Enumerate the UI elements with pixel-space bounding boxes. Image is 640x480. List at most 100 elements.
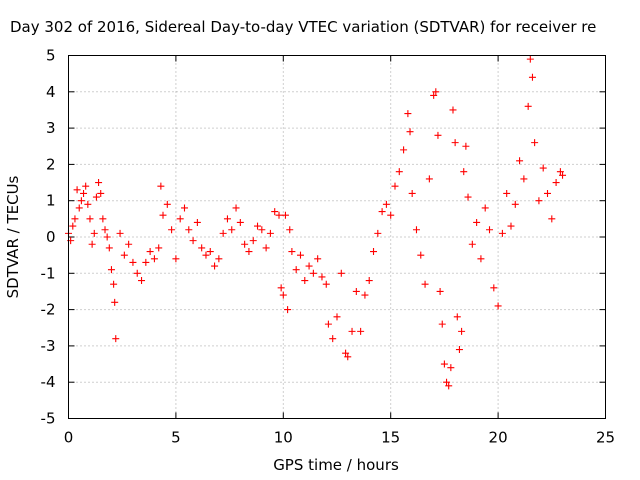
y-tick-label: 1 xyxy=(46,192,56,210)
data-point xyxy=(129,258,137,266)
data-point xyxy=(548,215,556,223)
data-point xyxy=(232,204,240,212)
data-point xyxy=(296,251,304,259)
data-point xyxy=(90,229,98,237)
data-point xyxy=(236,218,244,226)
y-tick-label: 2 xyxy=(46,155,56,173)
data-point xyxy=(449,106,457,114)
data-point xyxy=(382,200,390,208)
data-point xyxy=(430,91,438,99)
grid-lines xyxy=(68,55,606,419)
x-tick-label: 10 xyxy=(274,429,293,447)
data-point xyxy=(498,229,506,237)
data-point xyxy=(159,211,167,219)
data-point xyxy=(447,364,455,372)
data-point xyxy=(101,226,109,234)
data-point xyxy=(69,222,77,230)
data-point xyxy=(337,269,345,277)
data-point xyxy=(107,266,115,274)
data-point xyxy=(241,240,249,248)
data-point xyxy=(262,244,270,252)
data-point xyxy=(172,255,180,263)
data-point xyxy=(535,197,543,205)
data-point xyxy=(314,255,322,263)
data-point xyxy=(473,218,481,226)
data-point xyxy=(71,215,79,223)
data-point xyxy=(215,255,223,263)
x-tick-label: 5 xyxy=(171,429,181,447)
data-point xyxy=(559,171,567,179)
data-point xyxy=(97,189,105,197)
data-point xyxy=(503,189,511,197)
data-point xyxy=(552,179,560,187)
y-tick-labels: 5 4 3 2 1 0 -1 -2 -3 -4 -5 xyxy=(41,47,56,428)
data-point xyxy=(228,226,236,234)
data-point xyxy=(490,284,498,292)
data-point xyxy=(318,273,326,281)
data-point xyxy=(110,280,118,288)
data-point xyxy=(275,211,283,219)
data-point xyxy=(86,215,94,223)
data-point xyxy=(223,215,231,223)
data-point xyxy=(322,280,330,288)
data-point xyxy=(219,229,227,237)
data-point xyxy=(458,327,466,335)
data-point xyxy=(451,139,459,147)
data-point xyxy=(342,349,350,357)
data-point xyxy=(111,298,119,306)
data-point xyxy=(112,335,120,343)
data-point xyxy=(511,200,519,208)
data-point xyxy=(249,237,257,245)
data-point xyxy=(193,218,201,226)
data-point xyxy=(163,200,171,208)
data-point xyxy=(374,229,382,237)
data-point xyxy=(391,182,399,190)
data-point xyxy=(95,179,103,187)
data-point xyxy=(258,226,266,234)
data-point xyxy=(168,226,176,234)
data-point xyxy=(526,55,534,63)
y-tick-label: 3 xyxy=(46,119,56,137)
data-point xyxy=(481,204,489,212)
data-point xyxy=(357,327,365,335)
data-point xyxy=(116,229,124,237)
data-point xyxy=(438,320,446,328)
data-point xyxy=(494,302,502,310)
data-point xyxy=(417,251,425,259)
data-point xyxy=(142,258,150,266)
y-tick-label: 4 xyxy=(46,83,56,101)
data-point xyxy=(432,88,440,96)
plot-frame xyxy=(68,55,606,419)
data-point xyxy=(539,164,547,172)
data-point xyxy=(412,226,420,234)
data-point xyxy=(176,215,184,223)
y-tick-label: 5 xyxy=(46,47,56,65)
data-point xyxy=(198,244,206,252)
data-point xyxy=(329,335,337,343)
data-point xyxy=(206,248,214,256)
data-point xyxy=(464,193,472,201)
data-point xyxy=(404,110,412,118)
data-point xyxy=(245,248,253,256)
data-point xyxy=(99,215,107,223)
data-point xyxy=(73,186,81,194)
data-point xyxy=(524,102,532,110)
data-point xyxy=(309,269,317,277)
data-point xyxy=(301,277,309,285)
x-tick-label: 25 xyxy=(596,429,615,447)
x-tick-label: 0 xyxy=(64,429,74,447)
data-point xyxy=(440,360,448,368)
data-point xyxy=(146,248,154,256)
data-point xyxy=(133,269,141,277)
data-point xyxy=(348,327,356,335)
data-point xyxy=(477,255,485,263)
data-point xyxy=(453,313,461,321)
data-point xyxy=(486,226,494,234)
data-point xyxy=(425,175,433,183)
data-point xyxy=(211,262,219,270)
data-point xyxy=(277,284,285,292)
data-point xyxy=(455,346,463,354)
data-point xyxy=(150,255,158,263)
data-point xyxy=(436,287,444,295)
